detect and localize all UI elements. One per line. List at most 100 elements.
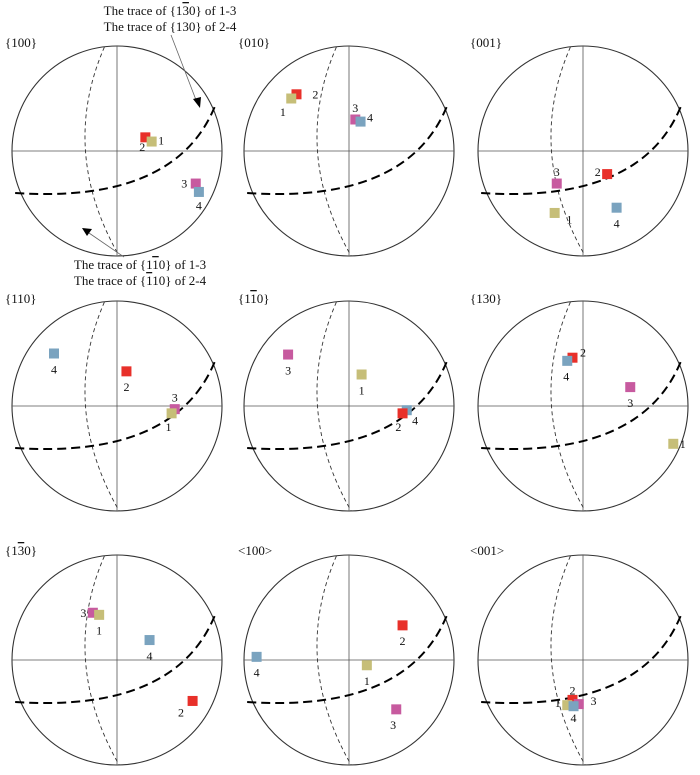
pole-label: 3 — [554, 165, 560, 179]
top-annotation-line2: The trace of {130} of 2-4 — [104, 19, 237, 34]
pole-point-1 — [668, 438, 679, 449]
panel-label: <100> — [238, 543, 272, 558]
pole-point-1 — [166, 408, 177, 419]
pole-figure-panel: <100> 2 4 1 3 — [238, 543, 455, 766]
pole-label: 3 — [285, 363, 291, 377]
trace-thick-dashed — [247, 615, 448, 704]
top-annotation-arrowhead — [193, 97, 201, 108]
bottom-annotation-arrowhead — [82, 228, 92, 236]
pole-label: 2 — [400, 634, 406, 648]
trace-thin-dashed — [316, 46, 352, 257]
pole-figure-panel: {130} 24 3 1 — [470, 291, 689, 512]
pole-figure-panel: {100} 2 1 34 — [5, 35, 223, 257]
pole-label: 4 — [196, 199, 202, 213]
pole-point-2 — [602, 169, 613, 180]
pole-label: 4 — [412, 414, 418, 428]
pole-point-3 — [551, 178, 562, 189]
pole-figure-panel: {110} 4 2 3 1 — [5, 291, 223, 512]
pole-point-2 — [567, 352, 578, 363]
pole-label: 3 — [390, 718, 396, 732]
overbar-digit: 1 — [146, 273, 152, 288]
pole-label: 2 — [178, 706, 184, 720]
pole-label: 4 — [571, 711, 577, 725]
pole-point-4 — [568, 701, 579, 712]
trace-thick-dashed — [481, 615, 682, 704]
pole-point-4 — [193, 186, 204, 197]
pole-label: 2 — [595, 165, 601, 179]
pole-point-2 — [397, 620, 408, 631]
trace-thin-dashed — [316, 301, 352, 512]
trace-thin-dashed — [84, 301, 120, 512]
pole-point-3 — [87, 607, 98, 618]
trace-thick-dashed — [15, 615, 216, 704]
panels-layer: {100}2 134{010}21 34{001}231 4{110}4231{110… — [5, 35, 689, 766]
pole-label: 3 — [627, 396, 633, 410]
trace-thick-dashed — [247, 106, 448, 195]
pole-label: 1 — [359, 383, 365, 397]
panel-label: {100} — [5, 35, 37, 50]
pole-label: 2 — [139, 140, 145, 154]
pole-point-1 — [562, 700, 573, 711]
pole-point-2 — [567, 694, 578, 705]
bottom-annotation-line1: The trace of {110} of 1-3 — [74, 257, 206, 272]
panel-label: {110} — [238, 291, 270, 306]
pole-label: 4 — [51, 362, 57, 376]
pole-label: 4 — [563, 370, 569, 384]
pole-point-2 — [291, 89, 302, 100]
pole-label: 4 — [614, 216, 620, 230]
pole-label: 3 — [591, 694, 597, 708]
pole-label: 2 — [395, 420, 401, 434]
pole-point-3 — [625, 382, 636, 393]
panel-label: {110} — [5, 291, 37, 306]
pole-point-1 — [361, 660, 372, 671]
pole-point-1 — [94, 609, 105, 620]
pole-point-2 — [187, 695, 198, 706]
pole-label: 2 — [580, 345, 586, 359]
pole-label: 3 — [352, 101, 358, 115]
top-annotation-leader — [170, 34, 197, 101]
pole-point-4 — [49, 348, 59, 359]
panel-label: <001> — [470, 543, 504, 558]
pole-label: 2 — [123, 380, 129, 394]
pole-point-3 — [573, 699, 584, 710]
trace-thick-dashed — [15, 106, 216, 195]
pole-point-1 — [549, 207, 560, 218]
pole-point-3 — [190, 178, 201, 189]
trace-thin-dashed — [316, 555, 352, 766]
pole-label: 3 — [181, 177, 187, 191]
pole-label: 4 — [367, 110, 373, 124]
trace-thin-dashed — [84, 46, 120, 257]
pole-point-3 — [391, 704, 402, 715]
trace-thick-dashed — [481, 361, 682, 450]
pole-label: 1 — [158, 134, 164, 148]
top-annotation-line1: The trace of {130} of 1-3 — [104, 3, 237, 18]
pole-label: 4 — [254, 666, 260, 680]
trace-thick-dashed — [247, 361, 448, 450]
pole-point-4 — [355, 116, 366, 127]
overbar-digit: 1 — [152, 257, 159, 272]
pole-label: 4 — [147, 649, 153, 663]
pole-figure-panel: {130} 31 4 2 — [5, 543, 223, 766]
trace-thick-dashed — [15, 361, 216, 450]
pole-point-1 — [356, 369, 367, 380]
pole-label: 2 — [312, 87, 318, 101]
trace-thick-dashed — [481, 106, 682, 195]
pole-figure-panel: {001} 2 3 1 4 — [470, 35, 689, 257]
overbar-digit: 3 — [182, 3, 189, 18]
panel-label: {010} — [238, 35, 270, 50]
pole-label: 1 — [364, 674, 370, 688]
pole-point-2 — [397, 408, 408, 419]
panel-label: {130} — [5, 543, 37, 558]
trace-thin-dashed — [550, 301, 586, 512]
pole-label: 1 — [566, 212, 572, 226]
pole-point-4 — [251, 651, 262, 662]
pole-figure-panel: {110} 3 1 42 — [238, 291, 455, 512]
pole-point-1 — [146, 136, 157, 147]
panel-label: {001} — [470, 35, 502, 50]
pole-label: 1 — [680, 437, 686, 451]
bottom-annotation-line2: The trace of {110} of 2-4 — [74, 273, 207, 288]
pole-point-3 — [283, 349, 294, 360]
pole-figure-panel: <001> 2 3 14 — [470, 543, 689, 766]
pole-label: 1 — [555, 696, 561, 710]
